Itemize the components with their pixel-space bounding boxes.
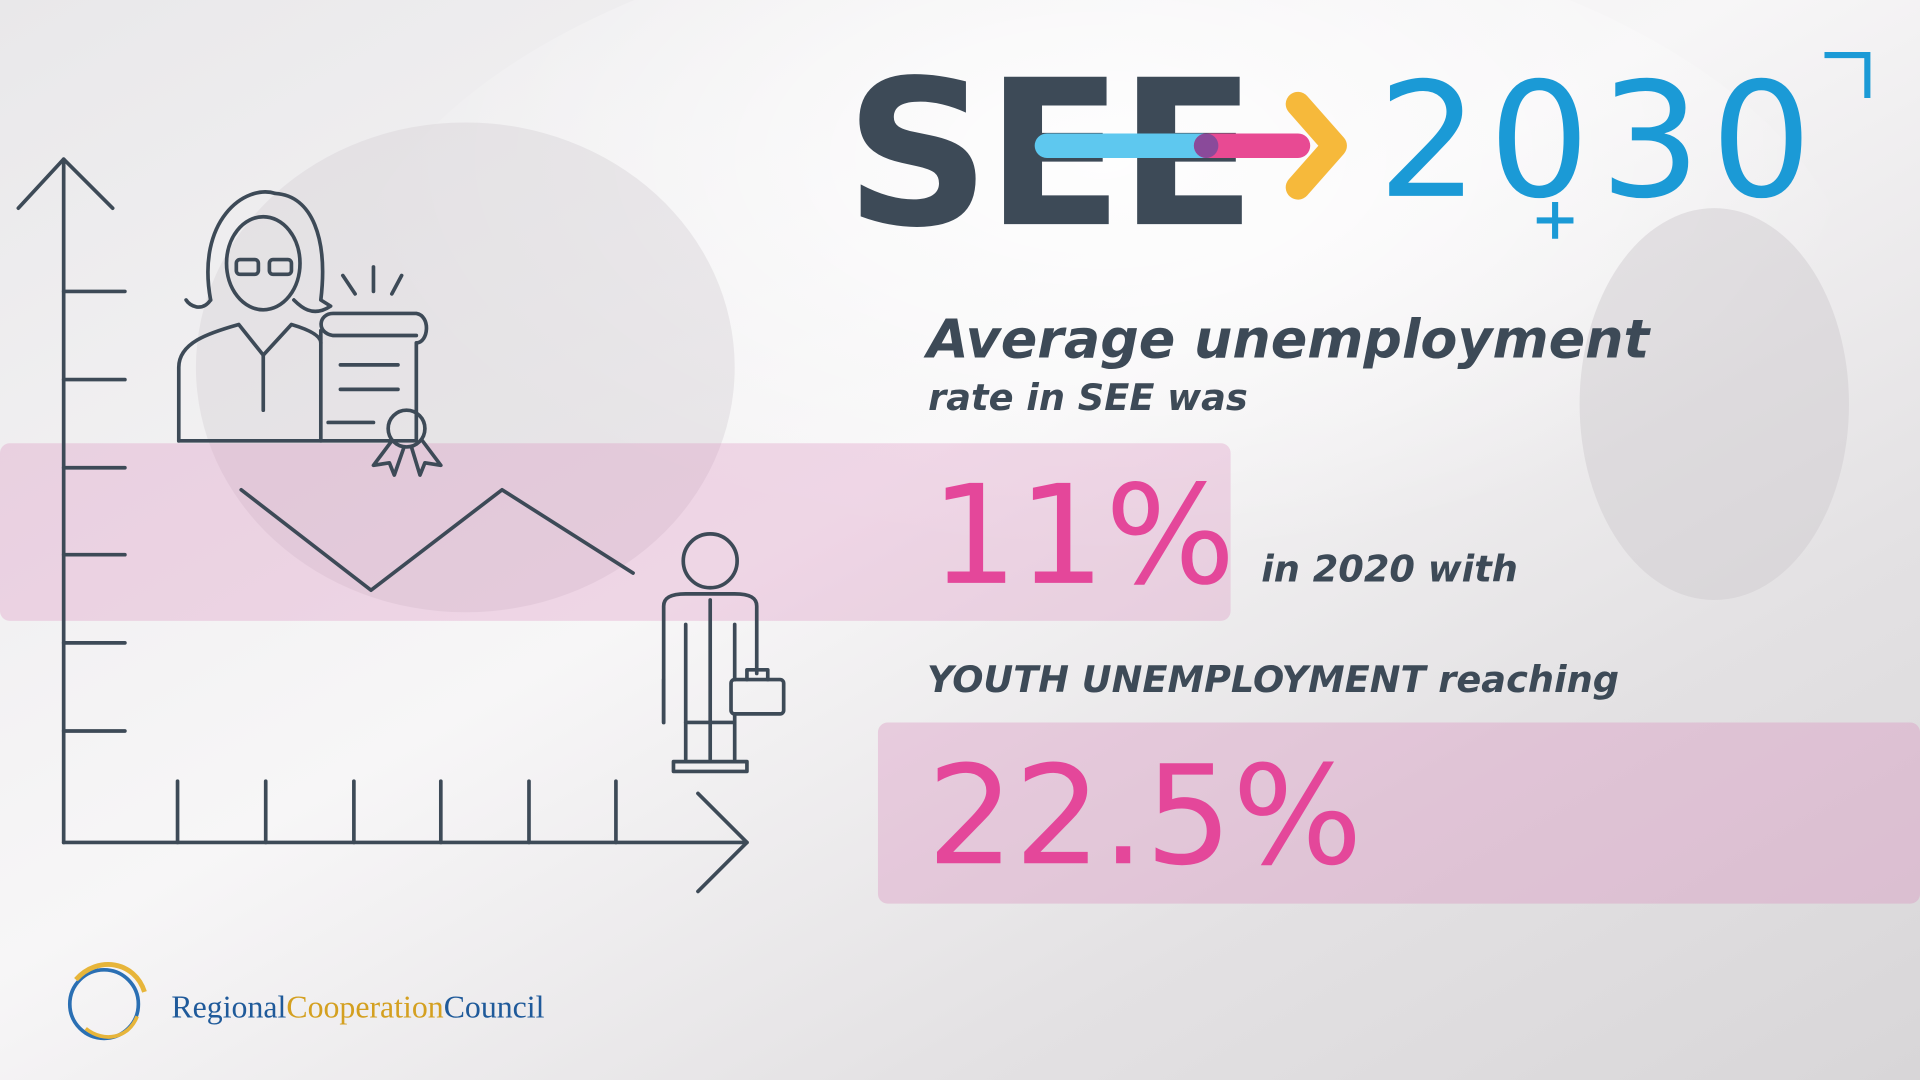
footer-logo: RegionalCooperationCouncil <box>67 962 545 1041</box>
background-figure <box>195 122 735 613</box>
headline: Average unemployment <box>923 308 1652 371</box>
stat-value: 22.5% <box>927 737 1363 896</box>
background-figure <box>1579 208 1849 600</box>
logo-symbol <box>1824 52 1871 98</box>
woman-icon <box>176 190 443 477</box>
background-glow <box>343 0 1861 723</box>
man-icon <box>661 532 786 774</box>
rcc-emblem <box>84 1015 139 1039</box>
stat-label: YOUTH UNEMPLOYMENT reaching <box>927 658 1619 701</box>
org-name-part: Cooperation <box>286 990 443 1025</box>
logo-arrow <box>1193 133 1219 158</box>
rcc-emblem <box>74 962 147 993</box>
logo-arrow <box>1285 91 1347 200</box>
chart-illustration <box>16 157 749 894</box>
highlight-band <box>877 722 1920 904</box>
stat-suffix: in 2020 with <box>1261 548 1518 591</box>
headline: rate in SEE was <box>928 376 1248 419</box>
logo-year: 2030 <box>1378 48 1822 234</box>
logo: SEE 2030 <box>845 36 1871 272</box>
highlight-band <box>0 443 1231 621</box>
stat-value: 11% <box>931 457 1236 616</box>
org-name-part: Council <box>444 990 545 1025</box>
org-name: RegionalCooperationCouncil <box>171 990 544 1025</box>
org-name-part: Regional <box>171 990 286 1025</box>
